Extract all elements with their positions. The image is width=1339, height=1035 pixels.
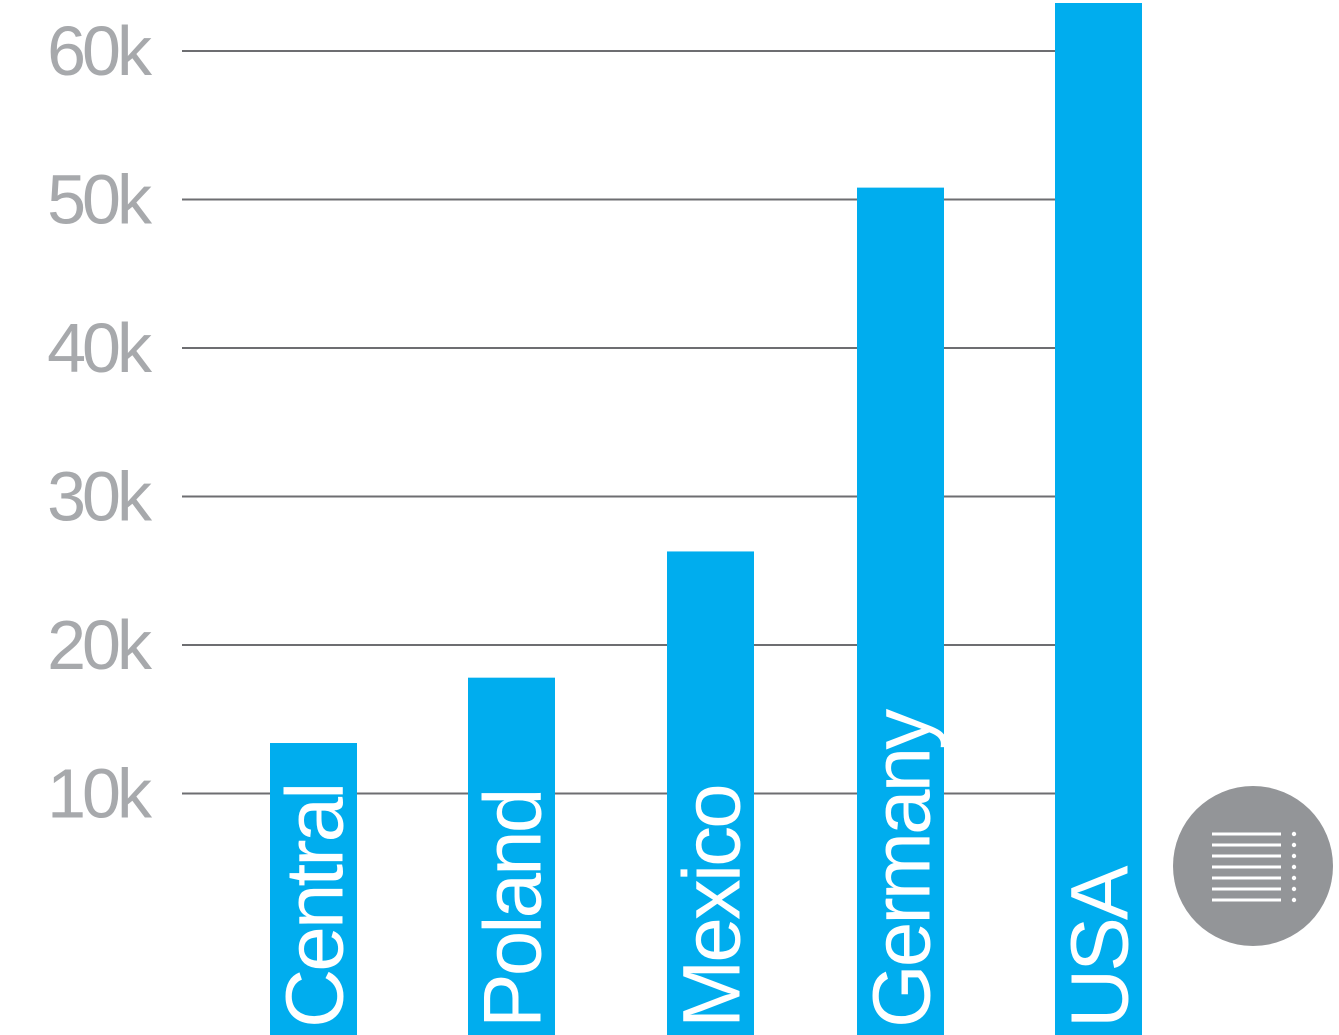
menu-icon-dot [1291, 853, 1297, 859]
menu-icon-dot [1291, 831, 1297, 837]
y-tick-label: 60k [47, 12, 153, 90]
chart-menu-button[interactable] [1173, 786, 1333, 946]
y-tick-label: 30k [47, 458, 153, 536]
y-tick-label: 50k [47, 161, 153, 239]
bar-poland[interactable] [468, 677, 555, 1035]
y-axis-tick-labels: 10k 20k 30k 40k 50k 60k [47, 12, 157, 833]
menu-icon-dot [1291, 886, 1297, 892]
menu-icon-dot [1291, 875, 1297, 881]
bar-label-poland: Poland [468, 791, 559, 1028]
bars: Central Poland Mexico Germany USA [270, 3, 1146, 1035]
bar-germany[interactable] [857, 187, 944, 1035]
bar-label-central: Central [270, 785, 361, 1028]
menu-icon-dot [1291, 897, 1297, 903]
bar-usa[interactable] [1055, 3, 1142, 1035]
bar-label-mexico: Mexico [667, 786, 758, 1028]
y-tick-label: 20k [47, 606, 153, 684]
menu-icon-dot [1291, 864, 1297, 870]
menu-icon-dot [1291, 842, 1297, 848]
list-menu-icon[interactable] [1212, 831, 1297, 903]
bar-label-germany: Germany [857, 709, 948, 1028]
y-tick-label: 10k [47, 755, 153, 833]
bar-mexico[interactable] [667, 551, 754, 1035]
bar-label-usa: USA [1055, 865, 1146, 1028]
bar-central[interactable] [270, 743, 357, 1035]
y-tick-label: 40k [47, 309, 153, 387]
